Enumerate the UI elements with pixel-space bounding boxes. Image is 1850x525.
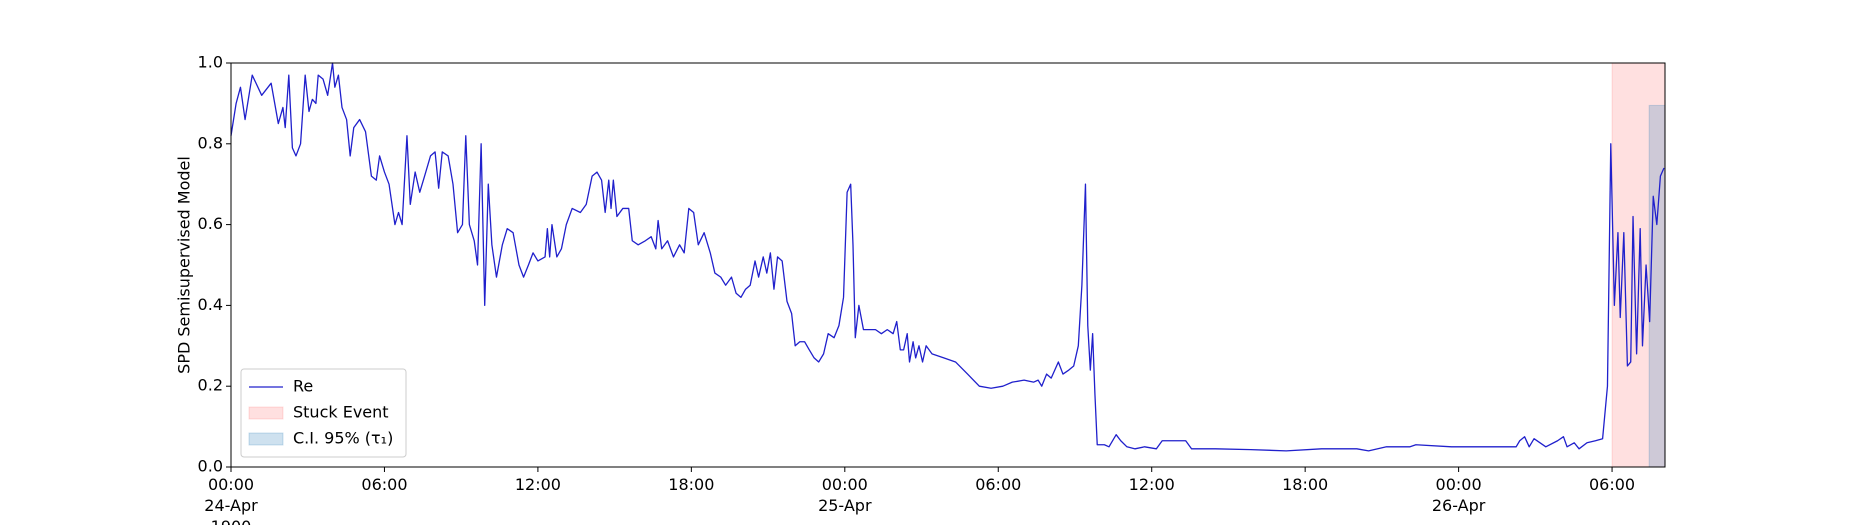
x-tick-date: 24-Apr xyxy=(204,496,258,515)
legend-label: C.I. 95% (τ₁) xyxy=(293,429,393,448)
y-tick-label: 1.0 xyxy=(198,53,223,72)
legend-patch xyxy=(248,432,284,446)
legend-patch xyxy=(248,406,284,420)
x-tick-label: 06:00 xyxy=(975,475,1021,494)
x-tick-label: 12:00 xyxy=(515,475,561,494)
x-tick-label: 06:00 xyxy=(361,475,407,494)
x-tick-label: 00:00 xyxy=(822,475,868,494)
x-tick-label: 00:00 xyxy=(1436,475,1482,494)
y-axis-label: SPD Semisupervised Model xyxy=(175,156,194,374)
legend-label: Re xyxy=(293,377,313,396)
x-tick-label: 12:00 xyxy=(1129,475,1175,494)
y-tick-label: 0.6 xyxy=(198,214,223,233)
span xyxy=(1648,104,1666,468)
plot-frame xyxy=(230,62,1666,468)
y-tick-label: 0.0 xyxy=(198,457,223,476)
x-tick-label: 00:00 xyxy=(208,475,254,494)
legend-label: Stuck Event xyxy=(293,403,389,422)
x-tick-label: 18:00 xyxy=(1282,475,1328,494)
data-line xyxy=(230,62,1665,452)
x-tick-label: 06:00 xyxy=(1589,475,1635,494)
x-tick-label: 18:00 xyxy=(668,475,714,494)
y-tick-label: 0.8 xyxy=(198,133,223,152)
legend-box xyxy=(240,368,407,458)
x-offset-label: 1900 xyxy=(211,517,252,525)
x-tick-date: 26-Apr xyxy=(1432,496,1486,515)
y-tick-label: 0.2 xyxy=(198,376,223,395)
x-tick-date: 25-Apr xyxy=(818,496,872,515)
y-tick-label: 0.4 xyxy=(198,295,223,314)
